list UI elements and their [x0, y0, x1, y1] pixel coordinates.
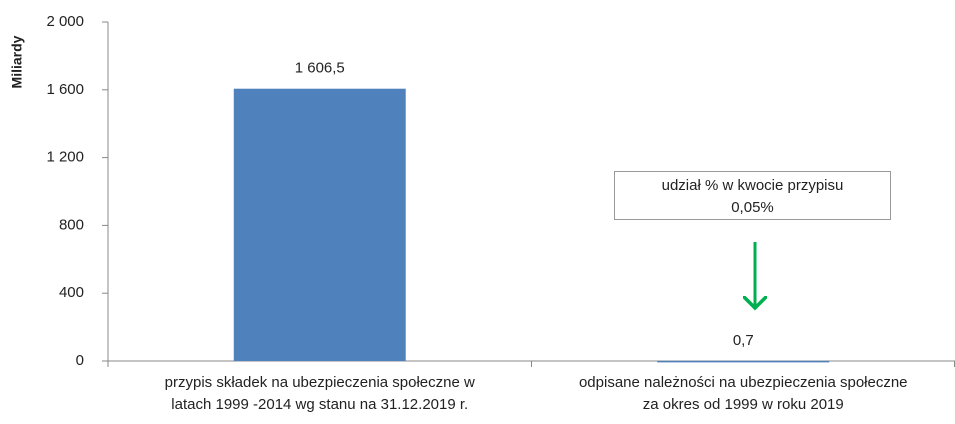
y-tick-label: 1 200 — [46, 149, 84, 166]
bar — [233, 88, 406, 362]
data-label: 1 606,5 — [295, 60, 345, 77]
bar — [657, 360, 830, 363]
data-label: 0,7 — [733, 332, 754, 349]
annotation: udział % w kwocie przypisu 0,05% — [614, 171, 891, 220]
y-tick-label: 2 000 — [46, 13, 84, 30]
y-tick-label: 800 — [59, 216, 84, 233]
y-axis-title: Miliardy — [9, 35, 25, 88]
y-tick-label: 0 — [76, 352, 84, 369]
x-tick-label: odpisane należności na ubezpieczenia spo… — [578, 374, 908, 413]
y-tick-label: 400 — [59, 284, 84, 301]
y-tick-label: 1 600 — [46, 81, 84, 98]
x-tick-label: przypis składek na ubezpieczenia społecz… — [164, 374, 475, 413]
